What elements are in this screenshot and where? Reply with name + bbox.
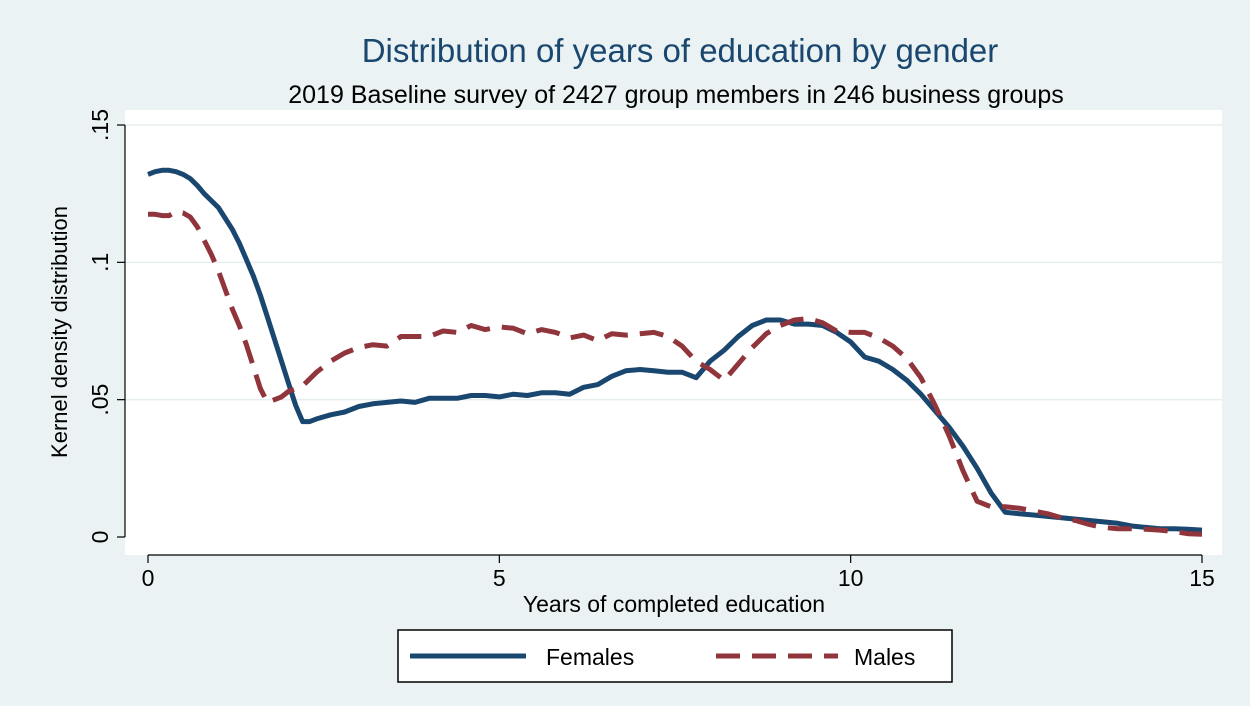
x-axis-title: Years of completed education: [523, 591, 825, 617]
y-tick-label-3: .15: [87, 109, 113, 141]
legend: Females Males: [397, 629, 953, 683]
legend-label-males: Males: [854, 644, 915, 670]
x-tick-label-0: 0: [142, 565, 155, 591]
series-lines: [147, 167, 1203, 537]
x-tick-label-1: 5: [493, 565, 506, 591]
x-tick-label-2: 10: [838, 565, 864, 591]
series-line-males: [148, 209, 1203, 537]
series-line-females: [147, 167, 1203, 533]
plot-region: [125, 110, 1222, 555]
chart-subtitle: 2019 Baseline survey of 2427 group membe…: [288, 81, 1063, 109]
legend-label-females: Females: [546, 644, 634, 670]
gridlines: [125, 124, 1222, 401]
y-tick-label-1: .05: [87, 384, 113, 416]
chart-title: Distribution of years of education by ge…: [362, 32, 999, 69]
y-axis-title: Kernel density distribution: [47, 206, 72, 458]
y-tick-label-0: 0: [87, 531, 113, 544]
axes: 0 .05 .1 .15 0 5 10 15: [87, 109, 1215, 591]
y-tick-label-2: .1: [87, 253, 113, 272]
x-tick-label-3: 15: [1189, 565, 1215, 591]
